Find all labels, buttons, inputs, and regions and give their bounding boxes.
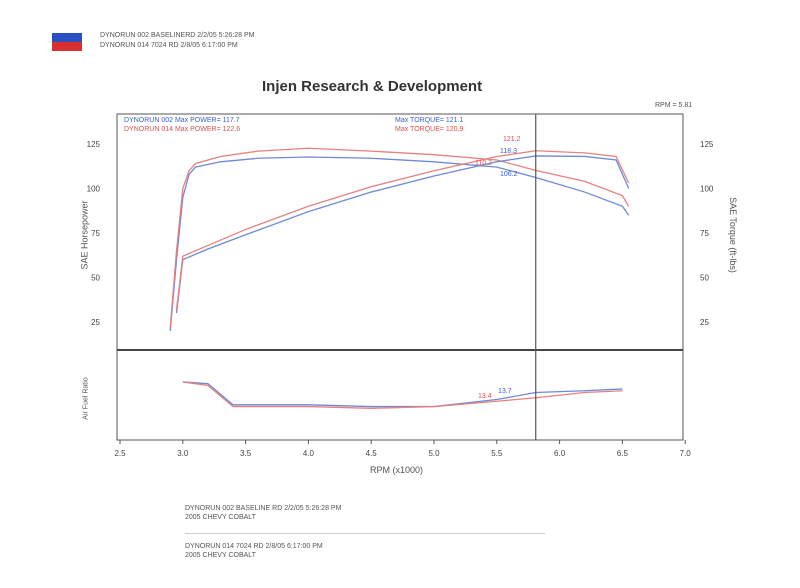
x-tick-label: 6.0 — [554, 449, 566, 458]
y-tick-label-right: 100 — [700, 185, 714, 194]
cursor-value: 106.2 — [500, 171, 518, 178]
x-tick-label: 5.5 — [491, 449, 503, 458]
footer-run-2: DYNORUN 014 7024 RD 2/8/05 6:17:00 PM — [185, 543, 323, 550]
x-tick-label: 3.0 — [177, 449, 189, 458]
series-line — [169, 156, 630, 331]
x-label: RPM (x1000) — [370, 465, 424, 475]
y-tick-label-right: 25 — [700, 318, 709, 327]
y-tick-label-left: 100 — [87, 185, 101, 194]
legend-power-2: DYNORUN 014 Max POWER= 122.6 — [124, 126, 241, 133]
header-run-1: DYNORUN 002 BASELINERD 2/2/05 5:26:28 PM — [100, 32, 255, 39]
footer-run-1: DYNORUN 002 BASELINE RD 2/2/05 5:26:28 P… — [185, 505, 342, 512]
plot-frame — [116, 113, 684, 441]
y-tick-label-left: 50 — [91, 274, 100, 283]
x-tick-label: 3.5 — [240, 449, 252, 458]
series-line — [182, 381, 623, 409]
cursor-value: 110.2 — [475, 160, 492, 167]
y-tick-label-right: 50 — [700, 274, 709, 283]
x-tick-label: 5.0 — [428, 449, 440, 458]
y-tick-label-left: 25 — [91, 318, 100, 327]
legend-torque-2: Max TORQUE= 120.9 — [395, 126, 464, 133]
legend-swatch — [52, 42, 82, 51]
x-tick-label: 6.5 — [617, 449, 629, 458]
cursor-value: 118.3 — [500, 148, 517, 155]
cursor-value: 13.7 — [498, 388, 512, 395]
x-tick-label: 2.5 — [114, 449, 126, 458]
y-tick-label-left: 125 — [87, 140, 101, 149]
series-line — [182, 381, 623, 408]
legend-torque-1: Max TORQUE= 121.1 — [395, 117, 464, 124]
legend-swatch — [52, 33, 82, 42]
x-tick-label: 4.0 — [303, 449, 315, 458]
x-tick-label: 7.0 — [680, 449, 692, 458]
x-tick-label: 4.5 — [366, 449, 378, 458]
header-run-2: DYNORUN 014 7024 RD 2/8/05 6:17:00 PM — [100, 42, 238, 49]
series-line — [169, 147, 630, 328]
afr-label: Air Fuel Ratio — [82, 377, 90, 420]
y-tick-label-left: 75 — [91, 229, 100, 238]
series-line — [175, 150, 630, 310]
footer-car-1: 2005 CHEVY COBALT — [185, 514, 256, 521]
footer-car-2: 2005 CHEVY COBALT — [185, 552, 256, 559]
y-tick-label-right: 75 — [700, 229, 709, 238]
cursor-label: RPM = 5.81 — [655, 102, 693, 109]
series-line — [175, 155, 630, 314]
y-tick-label-right: 125 — [700, 140, 714, 149]
cursor-value: 121.2 — [503, 136, 521, 143]
y-label-right: SAE Torque (ft-lbs) — [727, 197, 738, 273]
chart-title: Injen Research & Development — [262, 78, 483, 95]
footer-divider — [185, 533, 545, 534]
cursor-value: 13.4 — [478, 393, 492, 400]
legend-power-1: DYNORUN 002 Max POWER= 117.7 — [124, 117, 240, 124]
y-label-left: SAE Horsepower — [79, 200, 90, 270]
